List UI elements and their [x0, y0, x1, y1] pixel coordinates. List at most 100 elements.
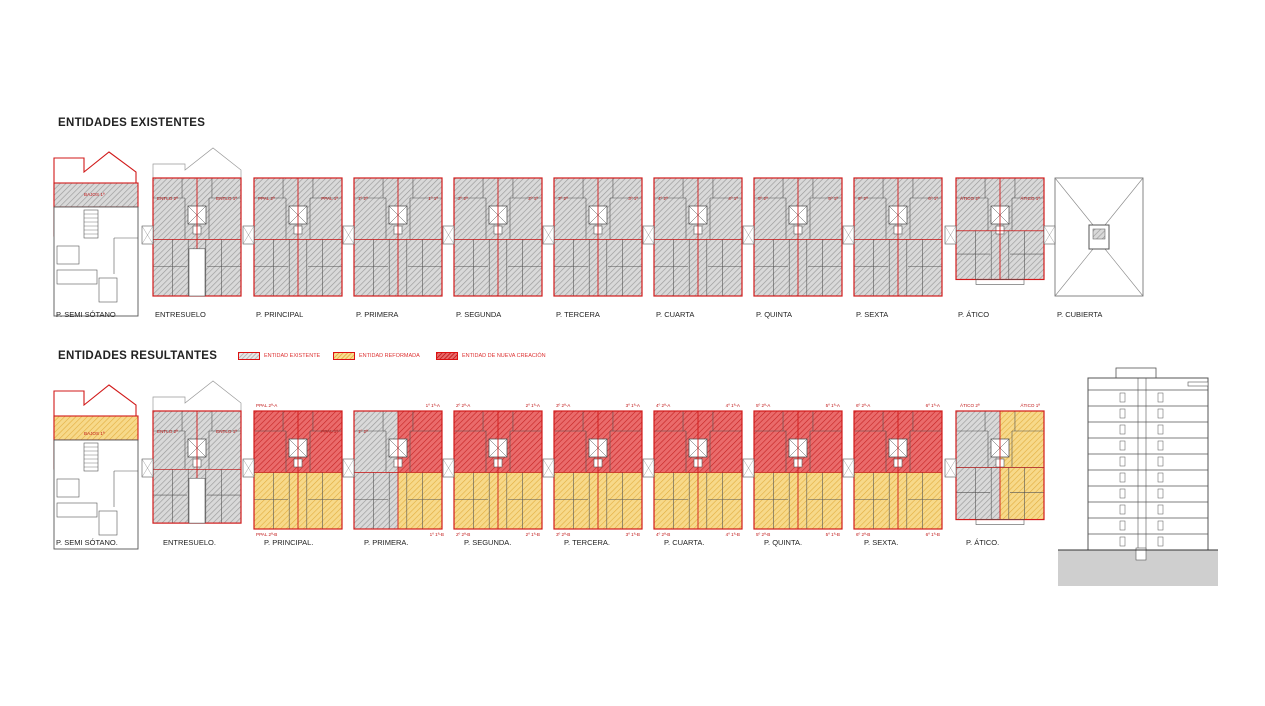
window [1157, 472, 1164, 483]
plan-label-existing: P. SEXTA [856, 310, 889, 319]
room [98, 510, 118, 536]
window [1119, 536, 1126, 547]
unit-zone [1000, 230, 1044, 280]
unit-label: ENTLO 1ª [216, 196, 237, 201]
plan-label-existing: P. TERCERA [556, 310, 600, 319]
unit-label: 6º 1ª-B [926, 532, 940, 537]
unit-zone [354, 239, 398, 296]
resulting-plan: 6º 2ª-A 6º 1ª-A 6º 2ª-B 6º 1ª-B [842, 403, 943, 537]
unit-label: 3º 2ª [558, 196, 568, 201]
existing-plan [1043, 177, 1144, 297]
entrance-door [1135, 547, 1147, 561]
unit-zone [298, 472, 342, 529]
window [1119, 456, 1126, 467]
resulting-entities-title: ENTIDADES RESULTANTES [58, 350, 218, 362]
unit-label: 5º 1ª-A [826, 403, 841, 408]
unit-label: 5º 2ª [758, 196, 768, 201]
unit-label: ENTLO 2ª [157, 429, 178, 434]
unit-zone [1000, 467, 1044, 520]
unit-zone [498, 239, 542, 296]
unit-zone [454, 472, 498, 529]
plan-label-existing: P. SEGUNDA [456, 310, 502, 319]
unit-label: 6º 1ª-A [926, 403, 941, 408]
existing-plan: BAJOS 1ª [53, 151, 139, 317]
resulting-plan: 4º 2ª-A 4º 1ª-A 4º 2ª-B 4º 1ª-B [642, 403, 743, 537]
unit-label: 3º 1ª-A [626, 403, 641, 408]
unit-label: 2º 1ª-B [526, 532, 540, 537]
plan-label-resulting: P. CUARTA. [664, 538, 705, 547]
plan-label-existing: P. SEMI SÓTANO [56, 310, 116, 319]
window [1119, 520, 1126, 531]
window [1119, 392, 1126, 403]
resulting-plans-row: BAJOS 1ª ENTLO 2ª ENTLO 1ª PPAL 2ª-A PPAL 1ª… [53, 380, 1045, 550]
existing-plan: 6º 2ª 6º 1ª [842, 177, 943, 297]
balcony-cross [1043, 225, 1056, 245]
unit-label: ÁTICO 2ª [960, 402, 980, 408]
unit-label: 2º 2ª-B [456, 532, 470, 537]
unit-zone [698, 239, 742, 296]
unit-label: 5º 2ª-B [756, 532, 770, 537]
unit-zone [654, 472, 698, 529]
unit-zone [956, 467, 1000, 520]
legend-existing: ENTIDAD EXISTENTE [238, 352, 320, 360]
building-section-drawing [1058, 367, 1218, 586]
resulting-plan: 1º 1ª-A 1º 2ª 1º 1ª-B [342, 403, 444, 537]
unit-label: 1º 1ª-B [430, 532, 444, 537]
resulting-plan: ENTLO 2ª ENTLO 1ª [141, 380, 242, 524]
unit-label: 1º 1ª [428, 196, 438, 201]
unit-label: PPAL 2ª [258, 196, 275, 201]
unit-zone [798, 239, 842, 296]
plan-label-existing: ENTRESUELO [155, 310, 206, 319]
unit-label: 3º 1ª-B [626, 532, 640, 537]
legend-reformed-label: ENTIDAD REFORMADA [359, 353, 420, 359]
balcony-cross [442, 225, 455, 245]
plan-label-resulting: P. ÁTICO. [966, 538, 1000, 547]
unit-label: 1º 1ª-A [426, 403, 441, 408]
plan-label-existing: P. CUBIERTA [1057, 310, 1103, 319]
balcony-cross [442, 458, 455, 478]
room [56, 269, 98, 285]
unit-zone [254, 239, 298, 296]
unit-label: BAJOS 1ª [84, 192, 105, 197]
window [1157, 392, 1164, 403]
legend-new-label: ENTIDAD DE NUEVA CREACIÓN [462, 353, 546, 359]
stair [83, 209, 99, 239]
unit-zone [598, 239, 642, 296]
legend-reformed: ENTIDAD REFORMADA [333, 352, 420, 360]
unit-label: 2º 1ª [528, 196, 538, 201]
unit-zone [498, 472, 542, 529]
upper-roof-outline [152, 380, 242, 411]
stair-steps [84, 446, 98, 468]
plan-label-resulting: ENTRESUELO. [163, 538, 216, 547]
unit-label: 1º 2ª [358, 196, 368, 201]
unit-label: 3º 1ª [628, 196, 638, 201]
entrance-hall [188, 248, 206, 297]
resulting-plan: BAJOS 1ª [53, 384, 139, 550]
legend-new-swatch [436, 352, 458, 360]
entrance-hall [188, 477, 206, 524]
existing-plan: 1º 2ª 1º 1ª [342, 177, 443, 297]
resulting-plan: PPAL 2ª-A PPAL 1ª PPAL 2ª-B [242, 403, 343, 537]
unit-zone [554, 239, 598, 296]
unit-label: BAJOS 1ª [84, 431, 105, 436]
window [1157, 408, 1164, 419]
window [1157, 536, 1164, 547]
unit-label: ÁTICO 1ª [1020, 195, 1040, 201]
plan-label-existing: P. ÁTICO [958, 310, 990, 319]
core-hatch [1092, 228, 1106, 240]
existing-plans-row: BAJOS 1ª ENTLO 2ª ENTLO 1ª PPAL 2ª PPAL 1ª 1º… [53, 147, 1144, 317]
unit-zone [854, 472, 898, 529]
roof-slopes [1054, 177, 1144, 297]
bajos-unit [53, 415, 139, 441]
plan-label-resulting: P. TERCERA. [564, 538, 610, 547]
room [56, 502, 98, 518]
window [1119, 440, 1126, 451]
unit-label: 5º 1ª [828, 196, 838, 201]
balcony-cross [642, 225, 655, 245]
legend-reformed-swatch [333, 352, 355, 360]
balcony-cross [642, 458, 655, 478]
unit-label: 4º 1ª [728, 196, 738, 201]
unit-label: 4º 2ª [658, 196, 668, 201]
unit-label: 6º 1ª [928, 196, 938, 201]
balcony-cross [342, 458, 355, 478]
